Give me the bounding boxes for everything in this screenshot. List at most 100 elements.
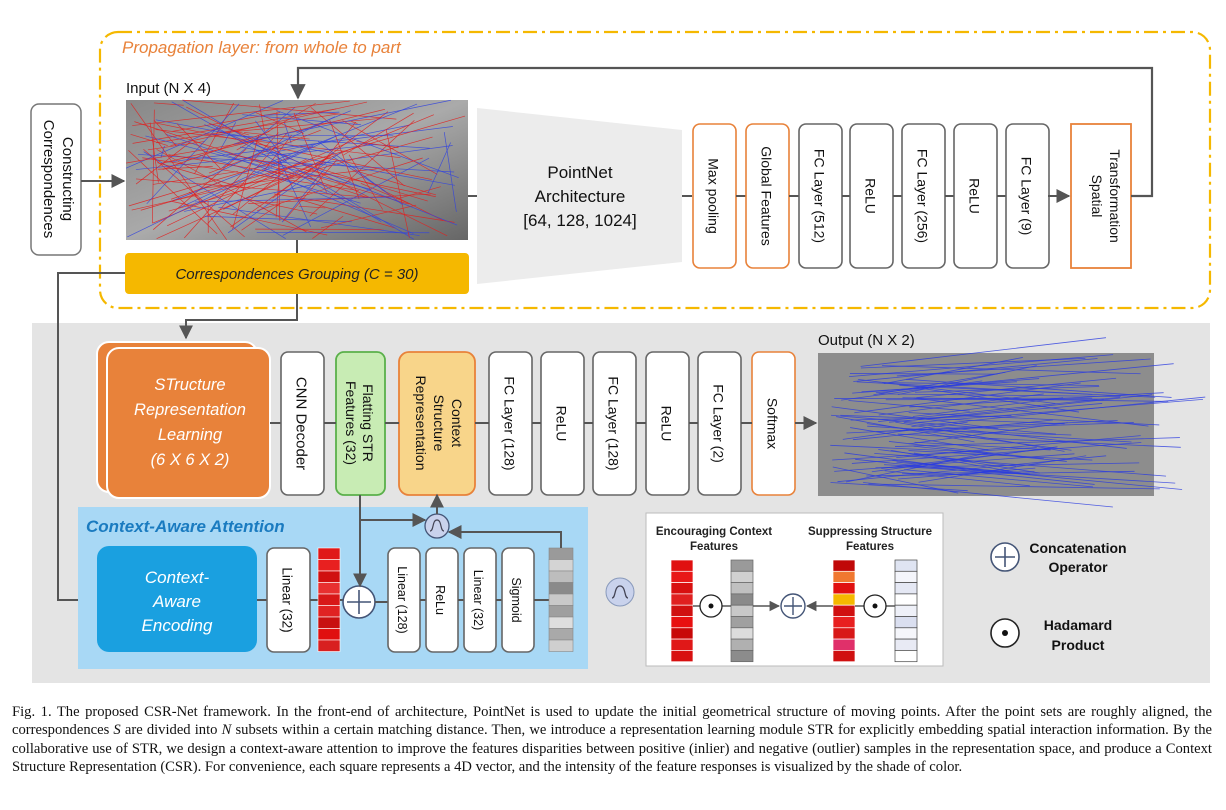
attention-layer-2: ReLu (425, 547, 459, 653)
suppressing-color-vector-cell (832, 627, 856, 640)
svg-text:ReLU: ReLU (863, 178, 879, 214)
encouraging-hadamard-icon (699, 594, 723, 618)
attention-symbol-icon (605, 577, 635, 607)
input-label: Input (N X 4) (126, 80, 211, 97)
propagation-layer-box (98, 30, 1212, 310)
attention-red-vector-cell (317, 547, 341, 560)
suppressing-color-vector-cell (832, 616, 856, 629)
propagation-layer-5: ReLU (953, 123, 998, 269)
attention-red-vector-cell (317, 582, 341, 595)
constructing-correspondences-box (30, 103, 82, 256)
svg-text:CNN Decoder: CNN Decoder (293, 377, 310, 470)
svg-text:Features (32): Features (32) (343, 381, 359, 465)
encouraging-gray-vector-cell (730, 604, 754, 617)
figure-caption: Fig. 1. The proposed CSR-Net framework. … (12, 703, 1212, 777)
suppressing-light-vector-cell (894, 638, 918, 651)
str-layer-5: Softmax (751, 351, 796, 496)
svg-text:ReLu: ReLu (433, 585, 447, 615)
concat-label-line1: Concatenation (1029, 540, 1126, 556)
attention-gray-vector-cell (548, 605, 574, 618)
attention-red-vector-cell (317, 605, 341, 618)
encouraging-red-vector-cell (670, 604, 694, 617)
output-label: Output (N X 2) (818, 332, 915, 349)
svg-text:Linear (32): Linear (32) (280, 567, 295, 632)
caption-symbol-s: S (113, 722, 121, 739)
suppressing-light-vector-cell (894, 570, 918, 583)
attention-gray-vector-cell (548, 559, 574, 572)
str-layer-2: FC Layer (128) (592, 351, 637, 496)
encouraging-gray-vector-cell (730, 627, 754, 640)
svg-text:Representation: Representation (413, 376, 429, 471)
suppressing-light-vector-cell (894, 559, 918, 572)
str-layer-0: FC Layer (128) (488, 351, 533, 496)
svg-text:FC Layer (2): FC Layer (2) (711, 384, 727, 463)
svg-text:Sigmoid: Sigmoid (509, 577, 523, 622)
caption-symbol-n: N (221, 722, 232, 739)
svg-text:ReLU: ReLU (967, 178, 983, 214)
str-layer-3: ReLU (645, 351, 690, 496)
attention-gray-vector-cell (548, 593, 574, 606)
str-label-line1: STructure (154, 376, 225, 394)
pointnet-label: PointNet (547, 163, 612, 182)
suppressing-light-vector-cell (894, 616, 918, 629)
suppressing-light-vector-cell (894, 593, 918, 606)
caption-part1: Fig. 1. The proposed CSR-Net framework. … (12, 704, 1212, 739)
encoding-label-line1: Context- (145, 568, 210, 587)
suppressing-color-vector-cell (832, 593, 856, 606)
suppressing-color-vector-cell (832, 604, 856, 617)
svg-text:Global Features: Global Features (759, 146, 775, 246)
svg-text:Linear (128): Linear (128) (395, 566, 409, 633)
str-layer-1: ReLU (540, 351, 585, 496)
hadamard-label-line2: Product (1052, 637, 1105, 653)
propagation-layer-1: Global Features (745, 123, 790, 269)
pointnet-dims-label: [64, 128, 1024] (523, 211, 636, 230)
constructing-label-line1: Constructing (59, 137, 76, 221)
grouping-label: Correspondences Grouping (C = 30) (175, 266, 418, 283)
encouraging-gray-vector-cell (730, 593, 754, 606)
correspondences-grouping-bar (125, 253, 469, 294)
attention-gray-vector-cell (548, 570, 574, 583)
propagation-layer-2: FC Layer (512) (798, 123, 843, 269)
encouraging-red-vector-cell (670, 570, 694, 583)
encouraging-red-vector-cell (670, 650, 694, 663)
hadamard-label-line1: Hadamard (1044, 617, 1112, 633)
svg-text:FC Layer (512): FC Layer (512) (812, 149, 828, 243)
encouraging-gray-vector-cell (730, 582, 754, 595)
attention-gray-vector-cell (548, 639, 574, 652)
encouraging-red-vector-cell (670, 627, 694, 640)
attention-layer-4: Sigmoid (501, 547, 535, 653)
svg-text:Context: Context (449, 399, 465, 447)
caption-part3: subsets within a certain matching distan… (12, 722, 1212, 776)
svg-text:Linear (32): Linear (32) (471, 570, 485, 630)
svg-text:Structure: Structure (431, 395, 447, 452)
encouraging-red-vector-cell (670, 638, 694, 651)
suppressing-light-vector-cell (894, 604, 918, 617)
str-label-line2: Representation (134, 401, 246, 419)
encouraging-gray-vector-cell (730, 616, 754, 629)
encouraging-red-vector-cell (670, 593, 694, 606)
suppressing-hadamard-icon (863, 594, 887, 618)
pointnet-architecture-label: Architecture (535, 187, 626, 206)
attention-red-vector-cell (317, 639, 341, 652)
attention-red-vector-cell (317, 559, 341, 572)
attention-title: Context-Aware Attention (86, 517, 285, 536)
suppressing-label-line2: Features (846, 541, 894, 553)
feature-illustration-panel (645, 512, 944, 667)
str-block (106, 347, 271, 499)
concatenation-operator-icon (990, 542, 1020, 572)
input-correspondence-image (125, 99, 468, 241)
constructing-label-line2: Correspondences (40, 120, 57, 238)
attention-gray-vector-cell (548, 616, 574, 629)
output-image (818, 337, 1206, 508)
encouraging-label-line2: Features (690, 541, 738, 553)
encouraging-gray-vector-cell (730, 638, 754, 651)
encouraging-red-vector-cell (670, 582, 694, 595)
attention-combine-icon (424, 513, 450, 539)
suppressing-color-vector-cell (832, 638, 856, 651)
propagation-layer-3: ReLU (849, 123, 894, 269)
attention-gray-vector-cell (548, 582, 574, 595)
suppressing-color-vector-cell (832, 570, 856, 583)
attention-layer-1: Linear (128) (387, 547, 421, 653)
csr-net-diagram: Propagation layer: from whole to part In… (30, 30, 1212, 683)
str-label-line3: Learning (158, 426, 223, 444)
